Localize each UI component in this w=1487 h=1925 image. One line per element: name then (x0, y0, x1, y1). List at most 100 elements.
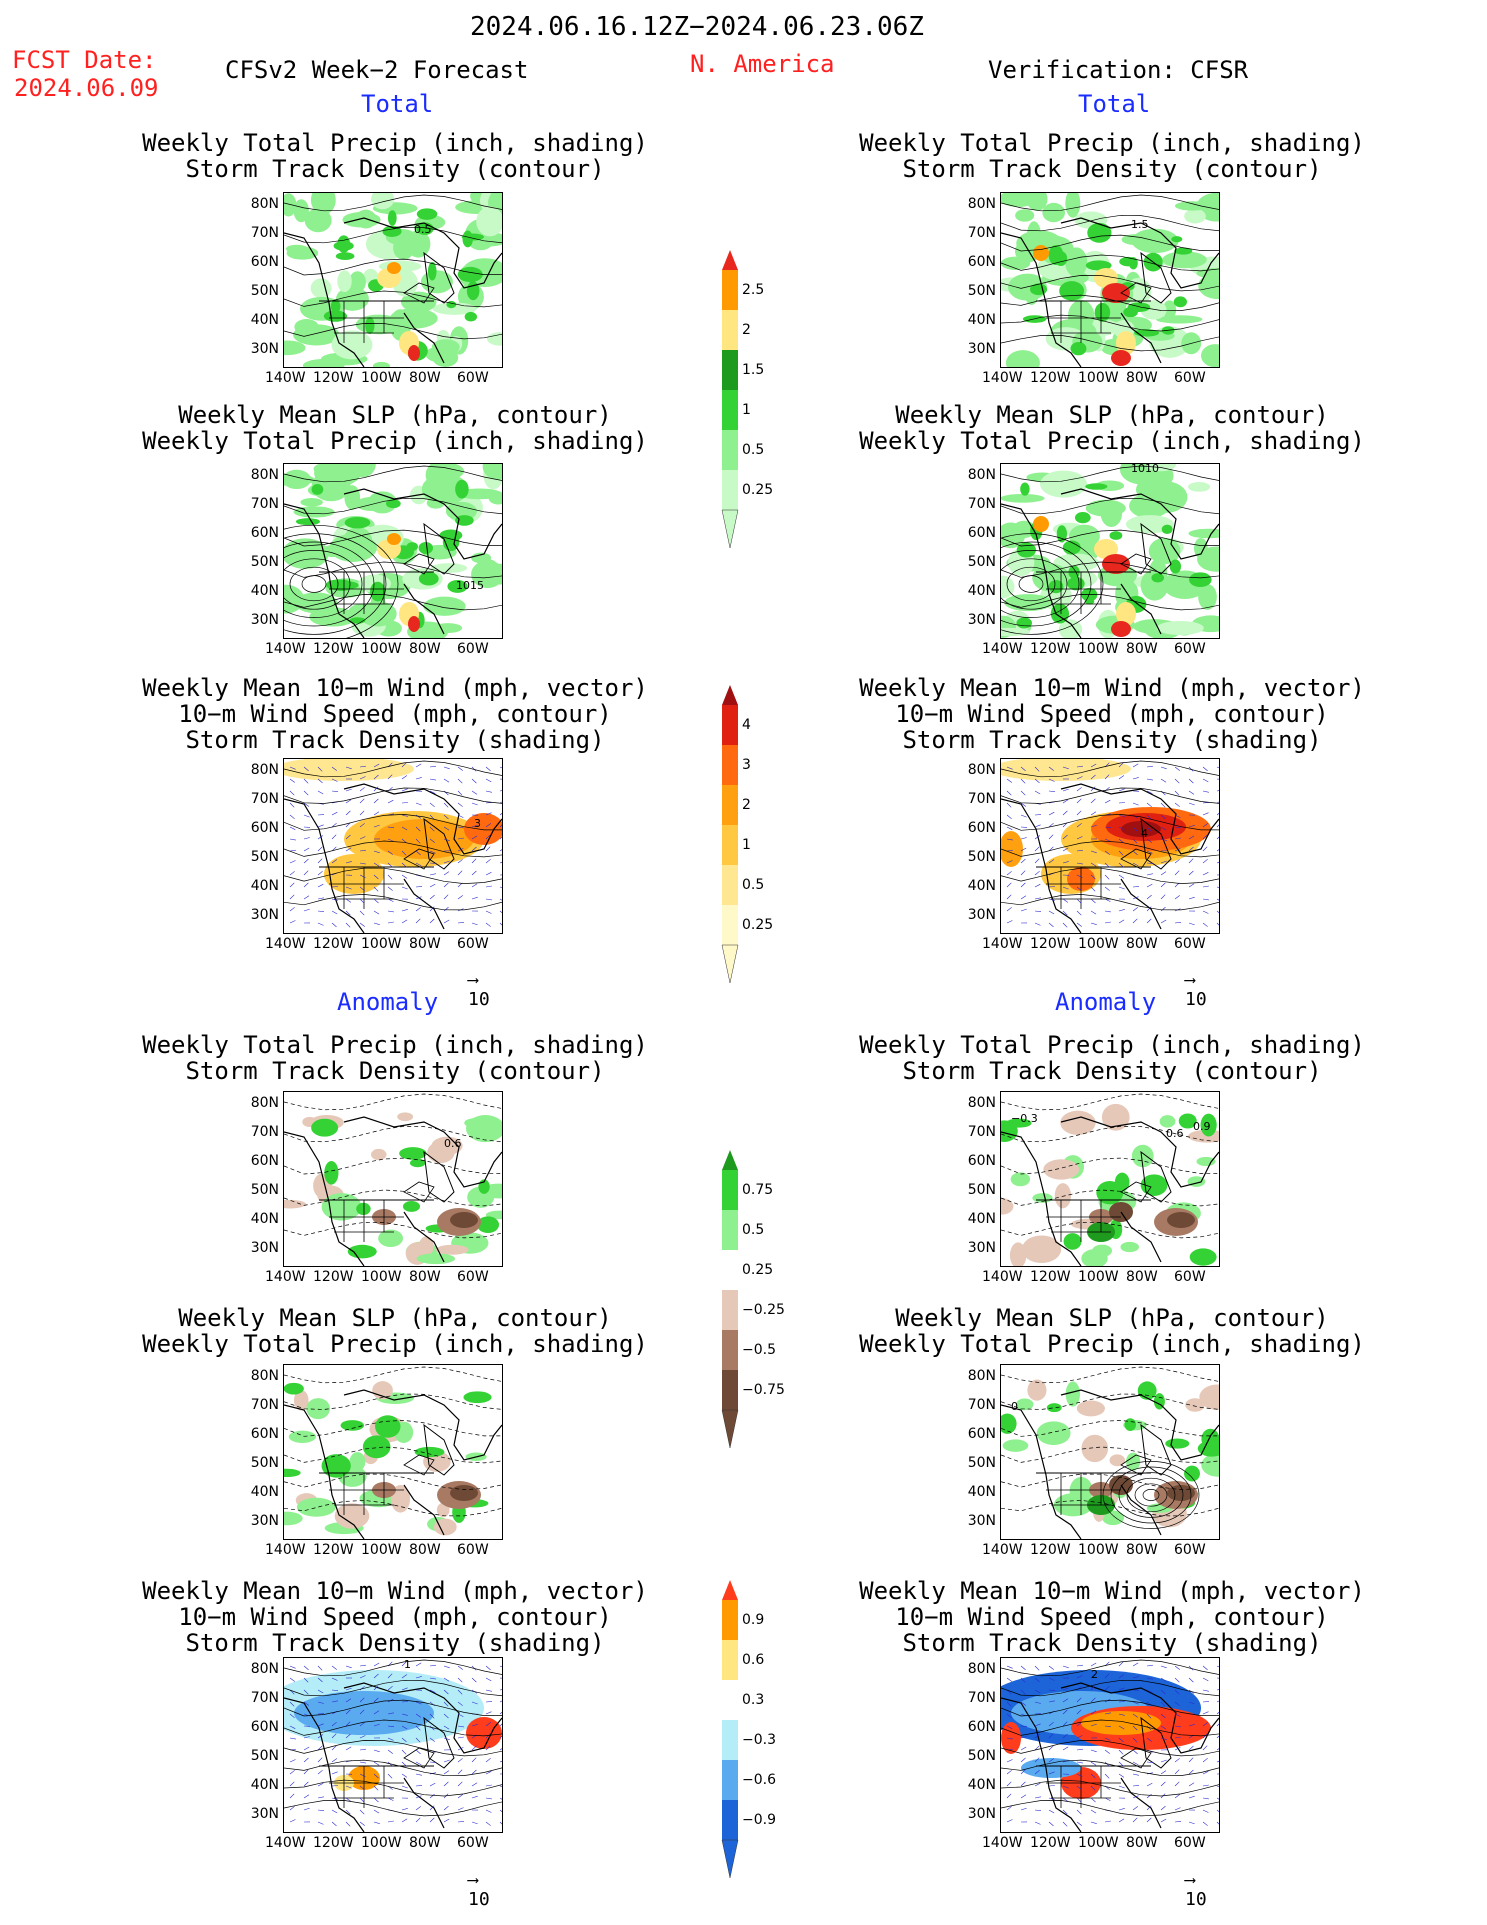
wind-vector (1132, 1773, 1139, 1776)
wind-vector (457, 1758, 463, 1763)
wind-vector (1118, 862, 1124, 868)
wind-vector (499, 1723, 502, 1727)
wind-vector (429, 765, 436, 768)
wind-vector (1160, 1665, 1167, 1669)
wind-vector (1188, 790, 1195, 795)
slp-contour (289, 566, 339, 602)
colorbar-cap (721, 1839, 739, 1879)
wind-vector (1146, 850, 1153, 854)
wind-vector (429, 1677, 436, 1680)
wind-vector (303, 908, 310, 912)
wind-vector (303, 1677, 309, 1683)
section-total-forecast: Total (361, 90, 434, 118)
lat-tick-label: 80N (250, 467, 279, 483)
wind-vector (1160, 838, 1167, 841)
map-panel-f6: 1 (283, 1657, 503, 1833)
wind-vector (1174, 1713, 1181, 1717)
colorbar-swatch (722, 1680, 738, 1720)
lat-tick-label: 80N (967, 1095, 996, 1111)
wind-vector (1216, 922, 1219, 926)
storm-anom-contour (1001, 1157, 1219, 1175)
wind-vector (1216, 1809, 1219, 1813)
west-coastline (284, 503, 365, 638)
wind-vector (443, 838, 450, 841)
lat-tick-label: 30N (967, 341, 996, 357)
precip-shading (1188, 528, 1219, 539)
wind-vector (289, 1725, 296, 1729)
wind-vector (499, 1760, 502, 1763)
lon-tick-label: 60W (1174, 641, 1206, 657)
vector-ref-f1: ⟶ 10 (468, 970, 490, 1010)
slp-anom-contour (284, 1473, 502, 1490)
wind-vector (1118, 1808, 1125, 1811)
wind-vector (1062, 1821, 1068, 1827)
wind-vector (373, 922, 380, 925)
lat-tick-label: 40N (250, 1777, 279, 1793)
wind-vector (1062, 1785, 1069, 1789)
wind-vector (1202, 1677, 1209, 1682)
wind-vector (373, 1710, 380, 1715)
wind-vector (1104, 774, 1110, 780)
panel-title-v5-line1: Weekly Mean SLP (hPa, contour) (895, 1304, 1329, 1332)
wind-anom-contour (284, 1679, 502, 1697)
wind-vector (1034, 910, 1042, 912)
wind-vector (373, 1773, 379, 1779)
precip-shading (1161, 524, 1173, 534)
wind-vector (1188, 1745, 1194, 1751)
wind-vector (331, 1721, 337, 1727)
wind-vector (1048, 886, 1056, 888)
wind-vector (1118, 1713, 1125, 1716)
wind-vector (317, 897, 324, 900)
wind-vector (1090, 1685, 1096, 1691)
precip-anom-shading (347, 1244, 377, 1259)
storm-track-contour (284, 258, 502, 276)
wind-vector (401, 1808, 408, 1811)
wind-vector (485, 922, 491, 927)
colorbar-precip_anom (721, 1150, 739, 1449)
wind-vector (331, 1785, 339, 1787)
wind-vector (1048, 859, 1055, 864)
colorbar-swatch (722, 1640, 738, 1680)
storm-track-contour (284, 323, 502, 340)
vector-ref-f2: ⟶ 10 (468, 1870, 490, 1910)
wind-vector (499, 1809, 502, 1813)
wind-speed-contour (1001, 840, 1219, 858)
wind-vector (359, 776, 366, 780)
wind-vector (1118, 814, 1125, 817)
wind-vector (1104, 1737, 1111, 1741)
precip-anom-shading (378, 1229, 404, 1248)
lon-tick-label: 60W (457, 1542, 489, 1558)
map-svg (284, 1366, 502, 1539)
precip-shading (1173, 296, 1187, 308)
panel-title-f3-line2: 10−m Wind Speed (mph, contour) (178, 700, 612, 728)
lat-tick-label: 60N (967, 1719, 996, 1735)
wind-vector (429, 1761, 437, 1763)
wind-vector (289, 1759, 296, 1763)
wind-vector (443, 826, 450, 831)
wind-vector (401, 1661, 407, 1667)
wind-vector (443, 1818, 450, 1823)
wind-vector (1062, 898, 1069, 903)
map-panel-v2: 1010 (1000, 463, 1220, 639)
contour-label: 2 (1091, 1668, 1098, 1681)
wind-vector (1202, 1722, 1208, 1727)
wind-vector (1048, 910, 1055, 915)
wind-vector (1216, 812, 1219, 816)
east-coastline (1120, 312, 1162, 364)
wind-vector (1048, 1797, 1055, 1800)
wind-vector (317, 1677, 323, 1683)
wind-vector (1104, 1712, 1111, 1715)
wind-vector (415, 1749, 421, 1755)
wind-vector (359, 1722, 365, 1727)
wind-vector (485, 823, 491, 828)
wind-vector (303, 1794, 310, 1799)
lat-tick-label: 30N (250, 1240, 279, 1256)
wind-vector (303, 882, 309, 888)
wind-vector (345, 1809, 351, 1815)
map-panel-f1: 0.5 (283, 192, 503, 368)
wind-vector (1048, 1700, 1055, 1703)
wind-vector (331, 778, 338, 782)
lat-tick-label: 80N (250, 762, 279, 778)
precip-shading (310, 193, 336, 215)
wind-vector (443, 882, 449, 888)
